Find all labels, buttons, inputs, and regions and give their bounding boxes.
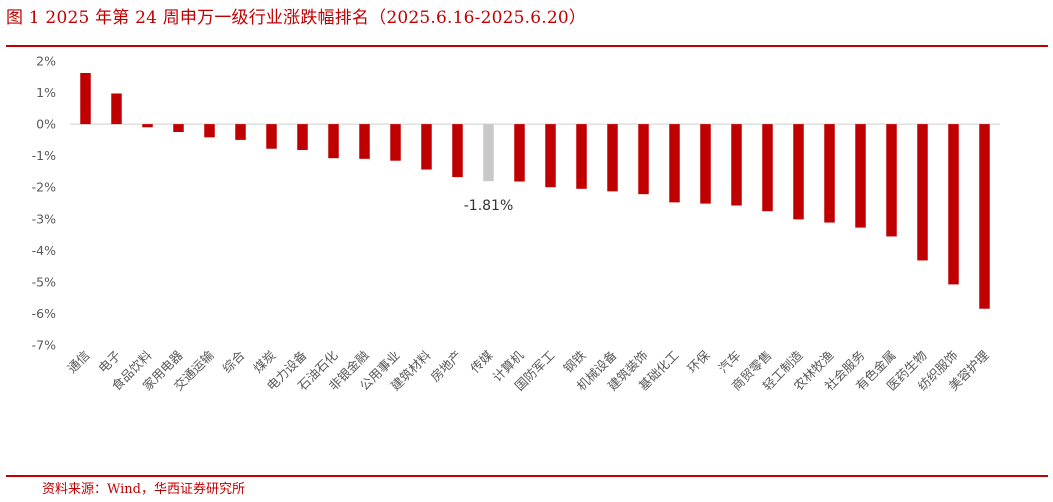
x-tick-label: 房地产 [427, 348, 464, 385]
y-tick-label: 2% [36, 54, 56, 69]
bar-23 [793, 124, 804, 220]
bar-chart: 2%1%0%-1%-2%-3%-4%-5%-6%-7%通信 电子食品饮料家用电器交… [32, 54, 1000, 393]
bar-22 [762, 124, 773, 212]
source-note: 资料来源：Wind，华西证券研究所 [42, 482, 245, 497]
y-tick-label: -2% [32, 180, 56, 195]
bar-16 [576, 124, 587, 189]
bar-21 [731, 124, 742, 206]
bar-13 [483, 124, 494, 182]
y-tick-label: -4% [32, 243, 56, 258]
bar-7 [297, 124, 308, 150]
bar-29 [979, 124, 990, 309]
bar-0 [80, 72, 91, 125]
y-tick-label: -1% [32, 148, 56, 163]
bar-9 [359, 124, 370, 159]
bar-5 [235, 124, 246, 140]
y-tick-label: 1% [36, 85, 56, 100]
bar-27 [917, 124, 928, 261]
bar-3 [173, 124, 184, 132]
bar-25 [855, 124, 866, 228]
chart-title: 图 1 2025 年第 24 周申万一级行业涨跌幅排名（2025.6.16-20… [6, 8, 587, 28]
bar-10 [390, 124, 401, 161]
y-tick-label: -5% [32, 274, 56, 289]
x-tick-label: 环保 [684, 347, 713, 376]
bar-14 [514, 124, 525, 182]
x-tick-label: 综合 [219, 347, 248, 376]
bar-26 [886, 124, 897, 237]
bar-24 [824, 124, 835, 223]
y-tick-label: -7% [32, 338, 56, 353]
bar-20 [700, 124, 711, 204]
bar-6 [266, 124, 277, 149]
bar-28 [948, 124, 959, 285]
bar-12 [452, 124, 463, 178]
y-tick-label: 0% [36, 117, 56, 132]
bottom-rule [6, 475, 1048, 477]
x-tick-label: 通信 [64, 348, 92, 376]
bar-11 [421, 124, 432, 170]
bar-8 [328, 124, 339, 159]
top-rule [6, 45, 1048, 47]
bar-17 [607, 124, 618, 192]
bar-4 [204, 124, 215, 138]
y-tick-label: -6% [32, 306, 56, 321]
bar-15 [545, 124, 556, 188]
bar-2 [142, 124, 153, 128]
bar-18 [638, 124, 649, 195]
y-tick-label: -3% [32, 211, 56, 226]
bar-19 [669, 124, 680, 203]
data-label: -1.81% [464, 198, 514, 214]
bar-1 [111, 93, 122, 125]
